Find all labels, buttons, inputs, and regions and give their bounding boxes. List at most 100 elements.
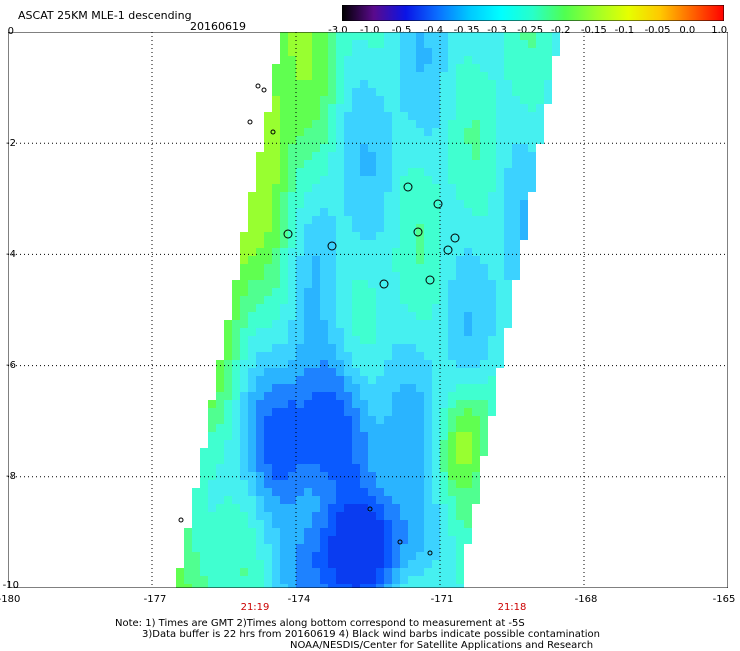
swath-cell: [288, 176, 296, 184]
swath-cell: [320, 136, 328, 144]
swath-cell: [280, 152, 288, 160]
swath-cell: [328, 240, 336, 248]
swath-cell: [280, 360, 288, 368]
swath-cell: [520, 120, 528, 128]
swath-cell: [456, 80, 464, 88]
swath-cell: [272, 216, 280, 224]
swath-cell: [336, 104, 344, 112]
swath-cell: [440, 456, 448, 464]
swath-cell: [256, 504, 264, 512]
swath-cell: [384, 480, 392, 488]
swath-cell: [376, 560, 384, 568]
swath-cell: [216, 384, 224, 392]
swath-cell: [488, 136, 496, 144]
swath-cell: [304, 496, 312, 504]
swath-cell: [408, 568, 416, 576]
swath-cell: [424, 40, 432, 48]
swath-cell: [400, 152, 408, 160]
swath-cell: [256, 176, 264, 184]
swath-cell: [376, 536, 384, 544]
swath-cell: [256, 528, 264, 536]
swath-cell: [392, 416, 400, 424]
swath-cell: [320, 312, 328, 320]
swath-cell: [216, 496, 224, 504]
swath-cell: [328, 408, 336, 416]
swath-cell: [304, 400, 312, 408]
swath-cell: [304, 256, 312, 264]
swath-cell: [368, 48, 376, 56]
swath-cell: [248, 504, 256, 512]
swath-cell: [344, 232, 352, 240]
swath-cell: [352, 512, 360, 520]
swath-cell: [480, 184, 488, 192]
swath-cell: [224, 576, 232, 584]
swath-cell: [416, 504, 424, 512]
swath-cell: [416, 256, 424, 264]
swath-cell: [448, 168, 456, 176]
swath-cell: [496, 200, 504, 208]
swath-cell: [496, 312, 504, 320]
swath-cell: [336, 320, 344, 328]
swath-cell: [432, 488, 440, 496]
swath-cell: [392, 312, 400, 320]
swath-cell: [432, 464, 440, 472]
swath-cell: [192, 552, 200, 560]
swath-cell: [480, 408, 488, 416]
swath-cell: [264, 480, 272, 488]
swath-cell: [352, 144, 360, 152]
swath-cell: [272, 568, 280, 576]
swath-cell: [320, 112, 328, 120]
swath-cell: [528, 96, 536, 104]
swath-cell: [488, 304, 496, 312]
swath-cell: [496, 216, 504, 224]
swath-cell: [384, 240, 392, 248]
swath-cell: [456, 416, 464, 424]
swath-cell: [328, 160, 336, 168]
swath-cell: [304, 424, 312, 432]
swath-cell: [416, 128, 424, 136]
swath-cell: [360, 304, 368, 312]
swath-cell: [488, 320, 496, 328]
swath-cell: [288, 376, 296, 384]
swath-cell: [400, 192, 408, 200]
swath-cell: [288, 200, 296, 208]
swath-cell: [312, 376, 320, 384]
swath-cell: [312, 424, 320, 432]
swath-cell: [400, 512, 408, 520]
swath-cell: [320, 528, 328, 536]
swath-cell: [328, 136, 336, 144]
swath-cell: [224, 472, 232, 480]
swath-cell: [376, 80, 384, 88]
swath-cell: [312, 96, 320, 104]
swath-cell: [416, 376, 424, 384]
swath-cell: [392, 352, 400, 360]
swath-cell: [400, 360, 408, 368]
swath-cell: [376, 528, 384, 536]
color-scale-label: -1.0: [359, 25, 380, 36]
swath-cell: [264, 240, 272, 248]
swath-cell: [400, 296, 408, 304]
swath-cell: [312, 504, 320, 512]
swath-cell: [328, 200, 336, 208]
swath-cell: [360, 40, 368, 48]
swath-cell: [360, 168, 368, 176]
swath-cell: [392, 536, 400, 544]
swath-cell: [264, 208, 272, 216]
swath-cell: [456, 456, 464, 464]
swath-cell: [424, 208, 432, 216]
swath-cell: [312, 144, 320, 152]
swath-cell: [496, 48, 504, 56]
swath-cell: [432, 256, 440, 264]
swath-cell: [256, 560, 264, 568]
swath-cell: [184, 528, 192, 536]
swath-cell: [520, 200, 528, 208]
island-outlines: [178, 83, 460, 556]
swath-cell: [200, 560, 208, 568]
swath-cell: [472, 176, 480, 184]
swath-cell: [440, 112, 448, 120]
swath-cell: [392, 408, 400, 416]
swath-cell: [376, 400, 384, 408]
swath-cell: [472, 480, 480, 488]
swath-cell: [200, 576, 208, 584]
swath-cell: [384, 120, 392, 128]
